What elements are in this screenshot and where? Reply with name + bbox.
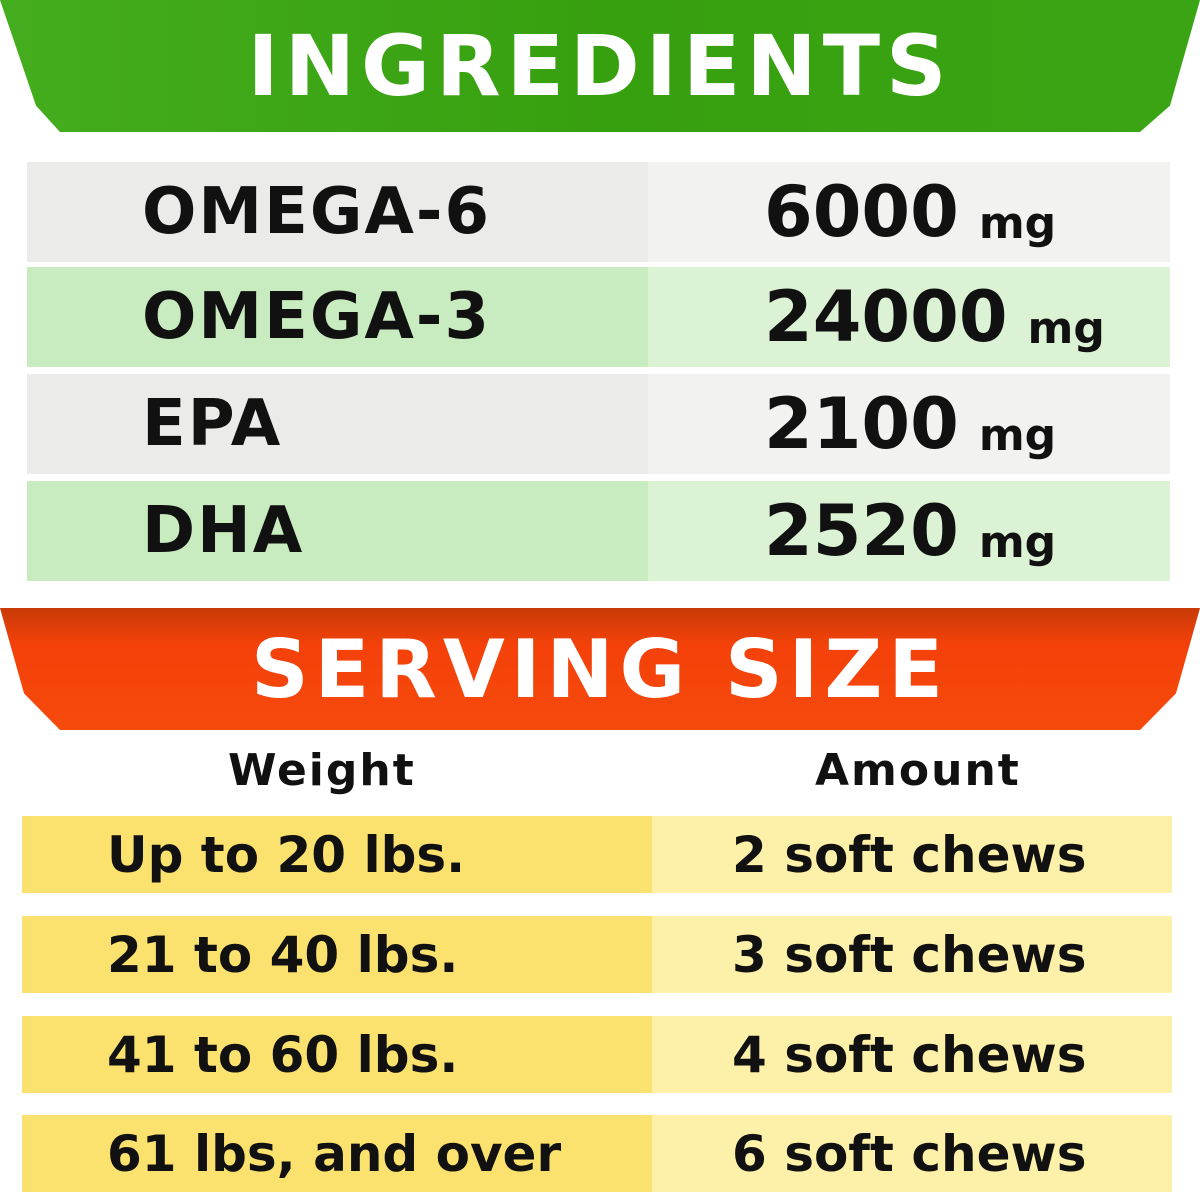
ingredient-amount: 6000 mg (648, 162, 1170, 262)
weight-header: Weight (228, 745, 416, 796)
serving-size-banner: SERVING SIZE (0, 608, 1200, 730)
table-row: 41 to 60 lbs. 4 soft chews (22, 1016, 1172, 1093)
table-row: Up to 20 lbs. 2 soft chews (22, 816, 1172, 893)
amount-unit: mg (978, 516, 1057, 568)
amount-header: Amount (815, 745, 1021, 796)
serving-size-title: SERVING SIZE (250, 622, 950, 716)
amount-value: 2520 (764, 490, 959, 572)
table-row: OMEGA-3 24000 mg (27, 267, 1170, 367)
amount-value: 2100 (764, 383, 959, 465)
weight-cell: Up to 20 lbs. (22, 816, 652, 893)
ingredients-title: INGREDIENTS (247, 17, 953, 115)
amount-cell: 2 soft chews (652, 816, 1172, 893)
amount-unit: mg (978, 409, 1057, 461)
ingredient-name: DHA (27, 481, 648, 581)
amount-cell: 4 soft chews (652, 1016, 1172, 1093)
amount-cell: 6 soft chews (652, 1115, 1172, 1192)
weight-cell: 21 to 40 lbs. (22, 916, 652, 993)
weight-cell: 61 lbs, and over (22, 1115, 652, 1192)
ingredient-name: EPA (27, 374, 648, 474)
table-row: 21 to 40 lbs. 3 soft chews (22, 916, 1172, 993)
ingredient-amount: 24000 mg (648, 267, 1170, 367)
table-row: 61 lbs, and over 6 soft chews (22, 1115, 1172, 1192)
amount-unit: mg (978, 197, 1057, 249)
amount-value: 6000 (764, 171, 959, 253)
table-row: DHA 2520 mg (27, 481, 1170, 581)
ingredient-amount: 2520 mg (648, 481, 1170, 581)
ingredient-name: OMEGA-6 (27, 162, 648, 262)
ingredients-banner: INGREDIENTS (0, 0, 1200, 132)
table-row: EPA 2100 mg (27, 374, 1170, 474)
weight-cell: 41 to 60 lbs. (22, 1016, 652, 1093)
amount-unit: mg (1027, 302, 1105, 354)
table-row: OMEGA-6 6000 mg (27, 162, 1170, 262)
ingredient-name: OMEGA-3 (27, 267, 648, 367)
amount-value: 24000 (764, 276, 1008, 358)
amount-cell: 3 soft chews (652, 916, 1172, 993)
ingredient-amount: 2100 mg (648, 374, 1170, 474)
